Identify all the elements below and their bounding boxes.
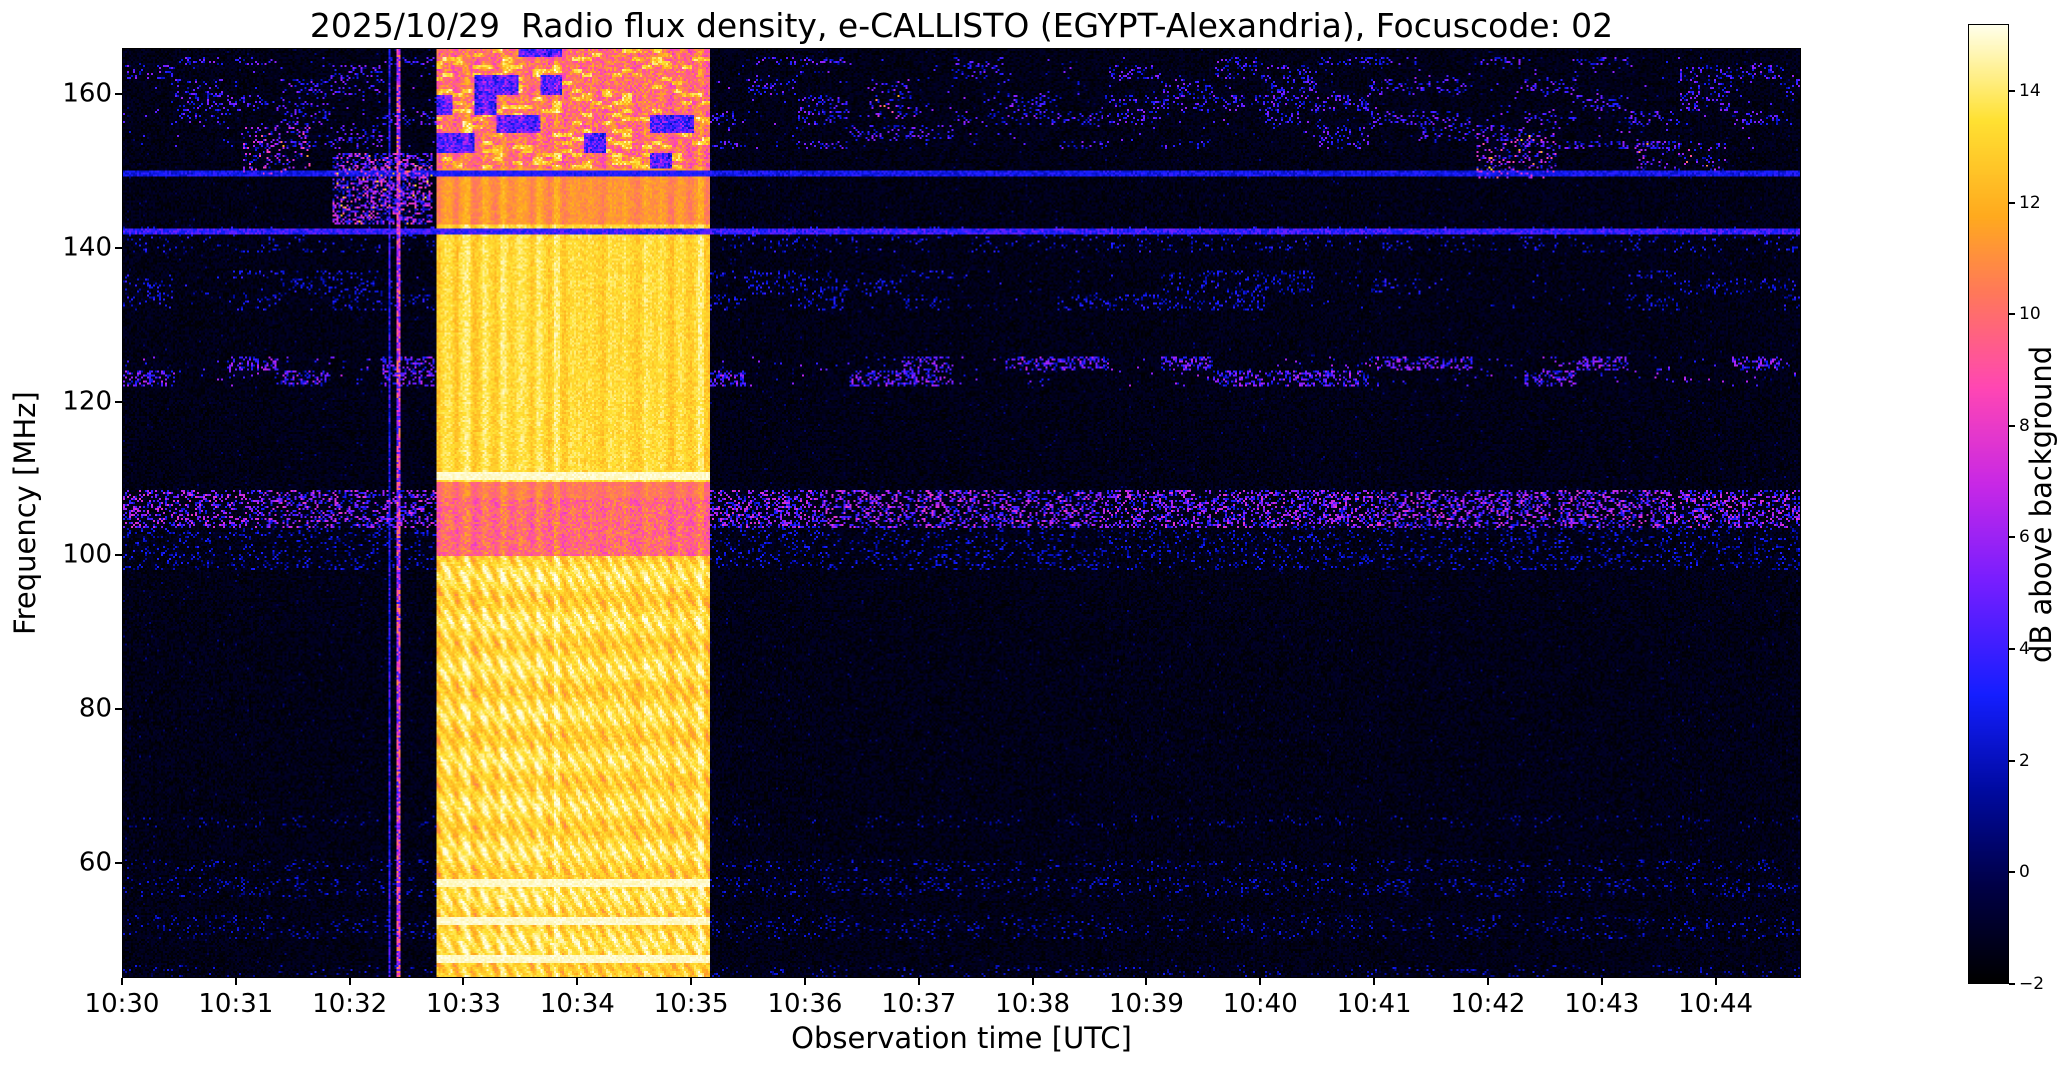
colorbar-tick-mark [2009, 871, 2015, 874]
y-tick-label: 140 [62, 232, 112, 263]
colorbar-tick-label: −2 [2019, 974, 2045, 994]
colorbar-tick-mark [2009, 201, 2015, 204]
x-tick-mark [234, 978, 237, 985]
colorbar-tick-mark [2009, 759, 2015, 762]
x-tick-mark [576, 978, 579, 985]
y-tick-mark [115, 93, 122, 96]
x-tick-mark [1714, 978, 1717, 985]
y-tick-label: 120 [62, 385, 112, 416]
y-tick-label: 160 [62, 78, 112, 109]
y-axis-label: Frequency [MHz] [8, 391, 42, 635]
x-tick-mark [1259, 978, 1262, 985]
colorbar-tick-mark [2009, 536, 2015, 539]
colorbar-label: dB above background [2024, 345, 2058, 663]
colorbar-tick-mark [2009, 313, 2015, 316]
x-tick-mark [1486, 978, 1489, 985]
colorbar-tick-label: 0 [2019, 862, 2030, 883]
colorbar-gradient-canvas [1969, 25, 2008, 983]
x-tick-label: 10:41 [1336, 989, 1412, 1019]
colorbar [1968, 24, 2009, 984]
plot-area [122, 48, 1801, 978]
x-tick-label: 10:40 [1222, 989, 1298, 1019]
colorbar-tick-label: 4 [2019, 639, 2030, 660]
x-tick-mark [1373, 978, 1376, 985]
x-tick-mark [462, 978, 465, 985]
y-tick-mark [115, 246, 122, 249]
y-tick-label: 60 [78, 847, 112, 878]
colorbar-tick-label: 12 [2019, 192, 2041, 213]
colorbar-tick-mark [2009, 648, 2015, 651]
x-tick-label: 10:43 [1564, 989, 1640, 1019]
x-tick-mark [1031, 978, 1034, 985]
colorbar-tick-label: 2 [2019, 750, 2030, 771]
x-tick-label: 10:37 [881, 989, 957, 1019]
y-tick-mark [115, 861, 122, 864]
y-tick-mark [115, 707, 122, 710]
x-tick-label: 10:36 [767, 989, 843, 1019]
y-tick-mark [115, 554, 122, 557]
y-tick-label: 80 [78, 693, 112, 724]
x-tick-label: 10:31 [198, 989, 274, 1019]
chart-title: 2025/10/29 Radio flux density, e-CALLIST… [309, 6, 1614, 45]
colorbar-tick-mark [2009, 89, 2015, 92]
colorbar-tick-label: 10 [2019, 304, 2041, 325]
y-tick-mark [115, 400, 122, 403]
x-tick-mark [1600, 978, 1603, 985]
spectrogram-canvas [123, 49, 1800, 977]
x-tick-label: 10:35 [653, 989, 729, 1019]
colorbar-tick-label: 8 [2019, 415, 2030, 436]
x-tick-label: 10:33 [426, 989, 501, 1019]
colorbar-tick-mark [2009, 983, 2015, 985]
x-tick-label: 10:44 [1678, 989, 1754, 1019]
x-tick-label: 10:38 [995, 989, 1071, 1019]
colorbar-tick-label: 14 [2019, 80, 2041, 101]
x-tick-label: 10:39 [1109, 989, 1184, 1019]
x-axis-label: Observation time [UTC] [791, 1021, 1132, 1055]
x-tick-mark [917, 978, 920, 985]
x-tick-label: 10:32 [312, 989, 388, 1019]
x-tick-label: 10:42 [1450, 989, 1526, 1019]
x-tick-mark [690, 978, 693, 985]
colorbar-tick-mark [2009, 424, 2015, 427]
colorbar-tick-label: 6 [2019, 527, 2030, 548]
x-tick-label: 10:30 [84, 989, 160, 1019]
x-tick-mark [121, 978, 123, 985]
y-tick-label: 100 [62, 539, 112, 570]
x-tick-mark [1145, 978, 1148, 985]
x-tick-mark [348, 978, 351, 985]
x-tick-label: 10:34 [539, 989, 615, 1019]
x-tick-mark [803, 978, 806, 985]
